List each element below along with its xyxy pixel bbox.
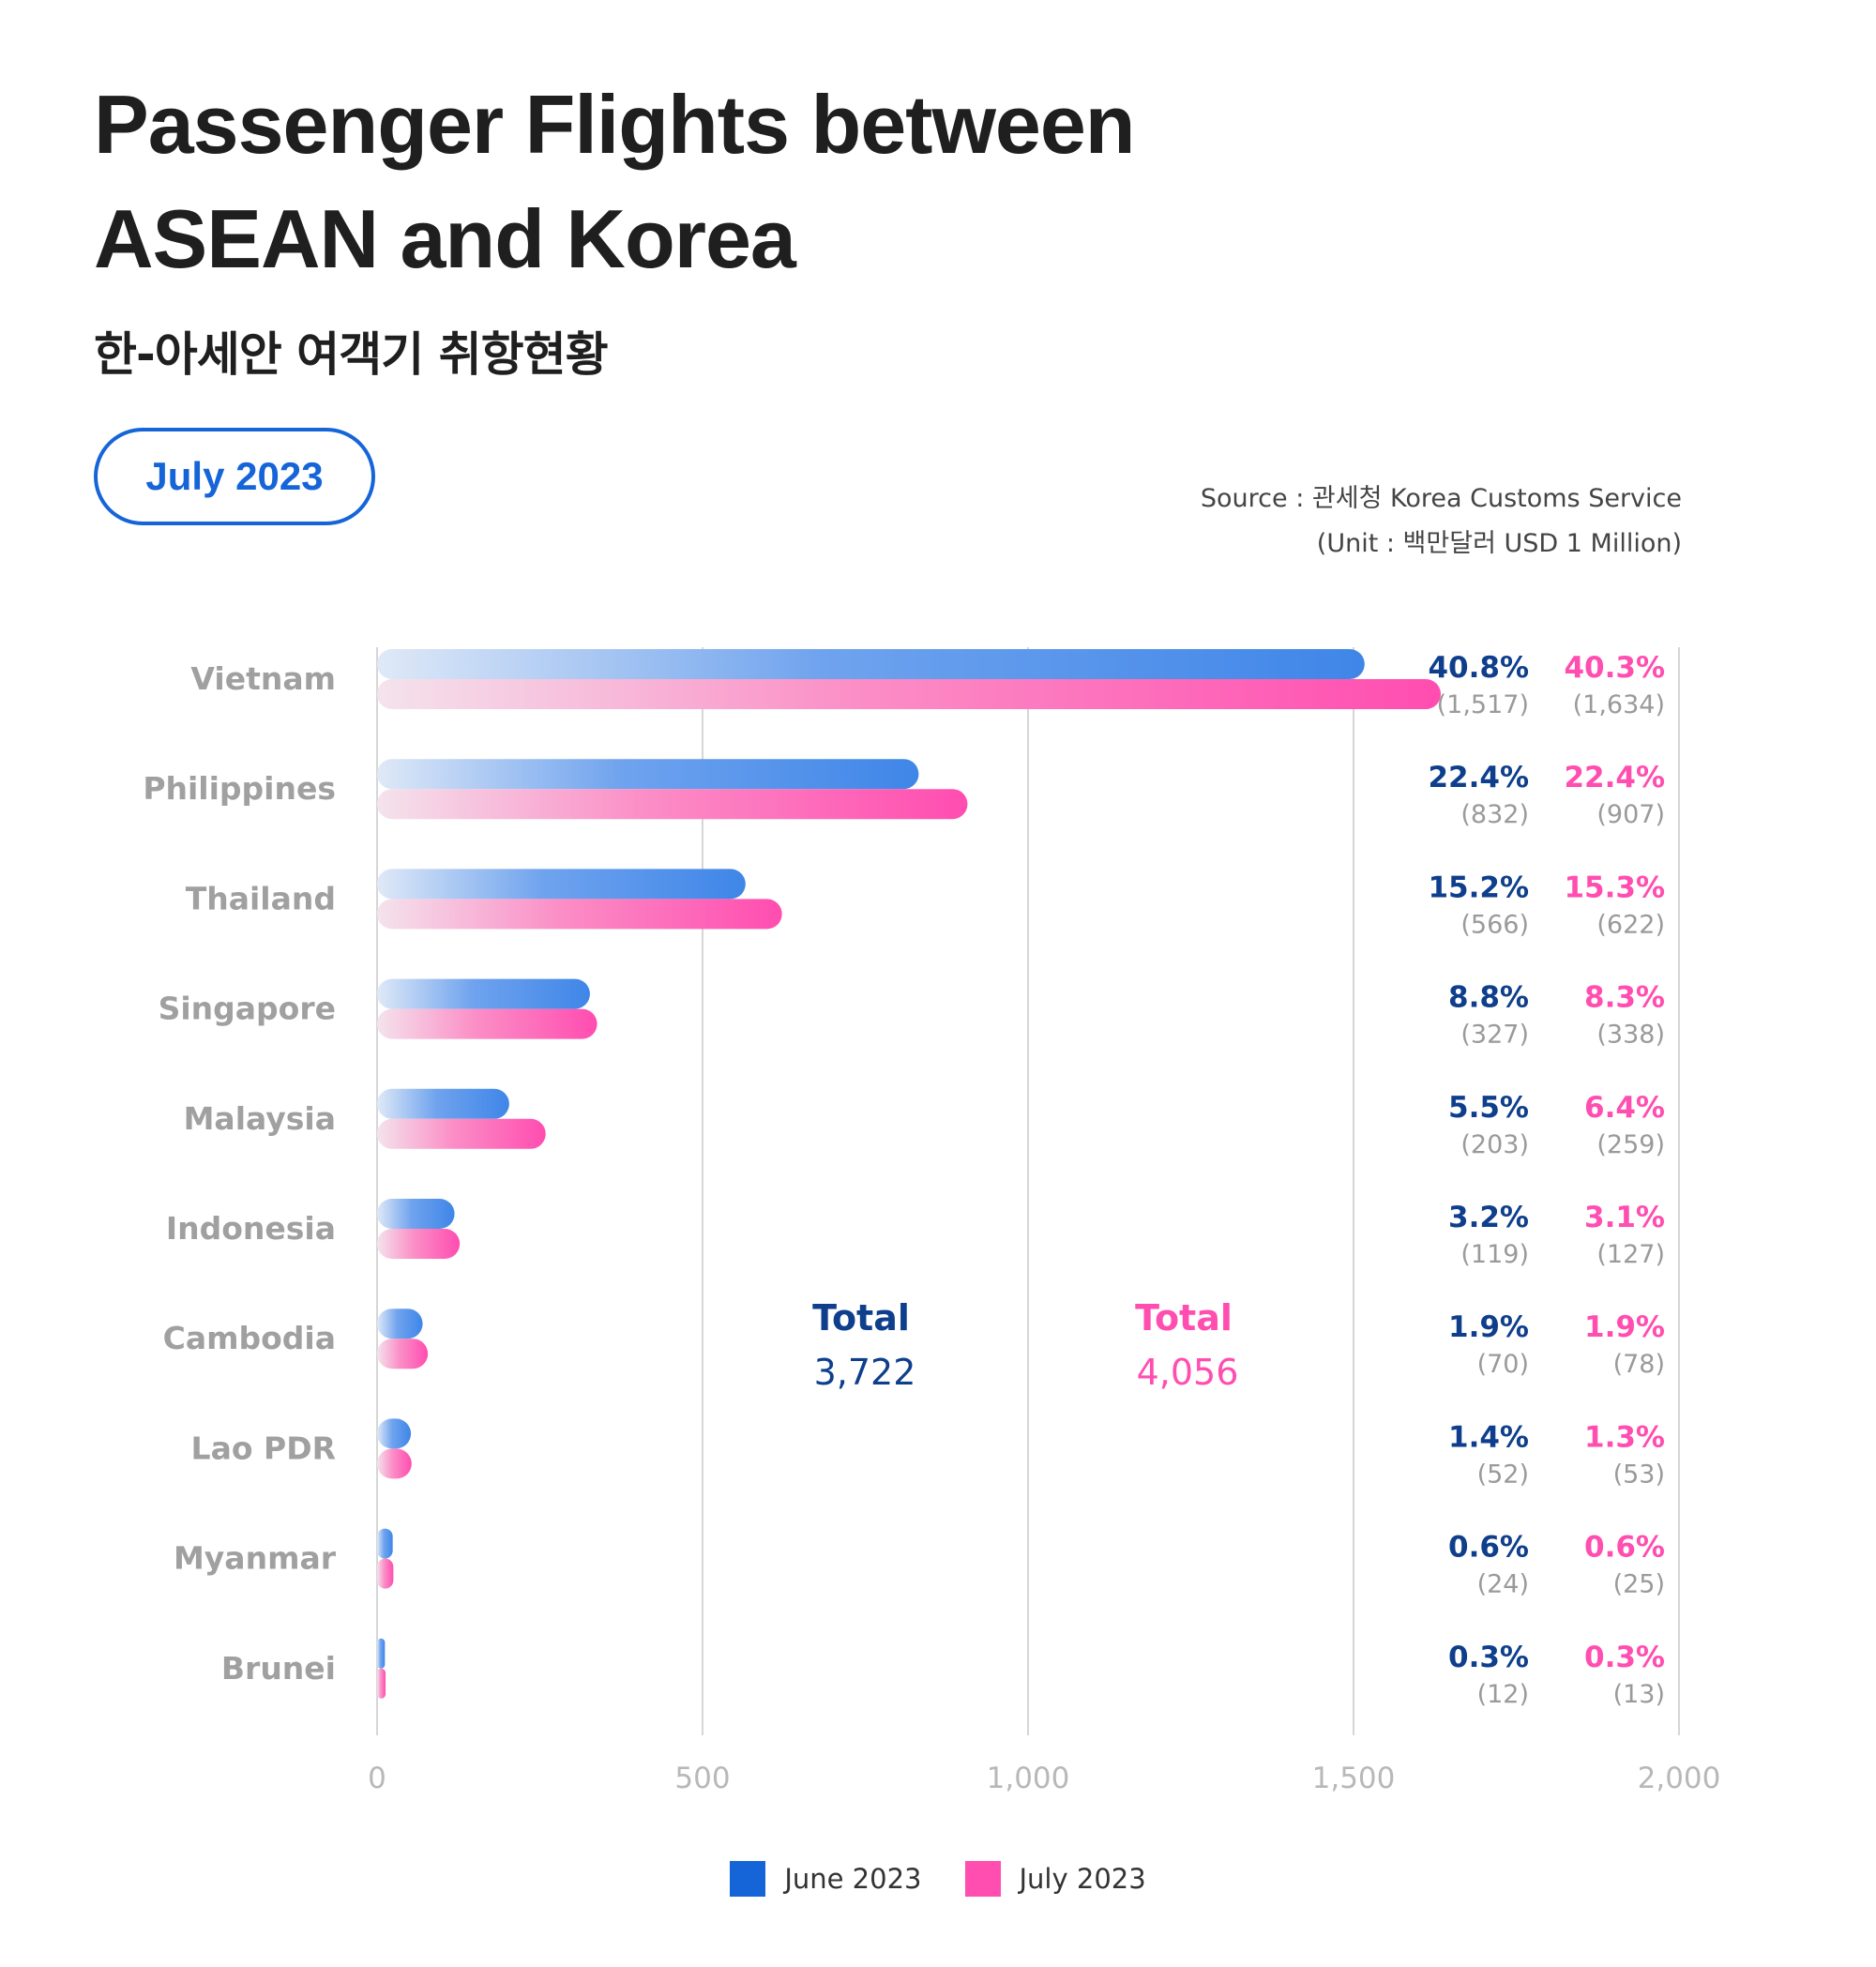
category-label: Thailand <box>186 880 336 916</box>
july-value-label: (338) <box>1596 1021 1665 1050</box>
bar-july-2023 <box>377 1339 429 1369</box>
bar-july-2023 <box>377 789 968 820</box>
july-percent-label: 0.6% <box>1584 1531 1665 1565</box>
july-percent-label: 0.3% <box>1584 1641 1665 1674</box>
category-label: Singapore <box>159 991 336 1027</box>
bar-june-2023 <box>377 978 590 1009</box>
bar-june-2023 <box>377 869 746 900</box>
bar-june-2023 <box>377 1638 386 1669</box>
july-value-label: (13) <box>1613 1680 1665 1709</box>
bar-july-2023 <box>377 1008 598 1039</box>
chart-title-line-2: ASEAN and Korea <box>94 192 796 285</box>
bar-june-2023 <box>377 1088 509 1119</box>
category-label: Brunei <box>221 1650 336 1687</box>
june-percent-label: 3.2% <box>1448 1201 1529 1234</box>
june-percent-label: 1.9% <box>1448 1310 1529 1344</box>
june-percent-label: 40.8% <box>1428 651 1529 685</box>
july-percent-label: 15.3% <box>1564 870 1665 904</box>
july-percent-label: 1.9% <box>1584 1310 1665 1344</box>
x-tick-label: 1,000 <box>987 1762 1070 1795</box>
x-tick-label: 500 <box>674 1762 730 1795</box>
source-text: Source : 관세청 Korea Customs Service <box>1200 484 1682 513</box>
legend-item-july: July 2023 <box>964 1861 1146 1897</box>
legend-swatch-july <box>964 1861 1001 1897</box>
june-percent-label: 8.8% <box>1448 981 1529 1015</box>
june-percent-label: 0.3% <box>1448 1641 1529 1674</box>
july-percent-label: 40.3% <box>1564 651 1665 685</box>
june-value-label: (327) <box>1460 1021 1529 1050</box>
july-value-label: (78) <box>1613 1350 1665 1379</box>
unit-text: (Unit : 백만달러 USD 1 Million) <box>1316 529 1682 558</box>
june-value-label: (203) <box>1460 1130 1529 1159</box>
july-percent-label: 6.4% <box>1584 1091 1665 1125</box>
june-total-heading: Total <box>812 1297 910 1339</box>
june-percent-label: 0.6% <box>1448 1531 1529 1565</box>
july-percent-label: 8.3% <box>1584 981 1665 1015</box>
july-value-label: (907) <box>1596 800 1665 829</box>
chart-title-line-1: Passenger Flights between <box>94 78 1136 171</box>
june-total-value: 3,722 <box>814 1352 916 1393</box>
june-value-label: (566) <box>1460 910 1529 939</box>
period-badge: July 2023 <box>94 428 375 525</box>
july-value-label: (622) <box>1596 910 1665 939</box>
bars <box>377 649 1441 1699</box>
july-percent-label: 22.4% <box>1564 761 1665 794</box>
june-value-label: (1,517) <box>1437 690 1529 719</box>
x-tick-label: 1,500 <box>1312 1762 1396 1795</box>
labels: 0 500 1,000 1,500 2,000 Vietnam 40.8% (1,517) 40… <box>143 651 1720 1795</box>
bar-june-2023 <box>377 1418 412 1449</box>
legend: June 2023 July 2023 <box>0 1861 1876 1897</box>
june-value-label: (70) <box>1477 1350 1529 1379</box>
bar-june-2023 <box>377 1309 423 1339</box>
july-value-label: (259) <box>1596 1130 1665 1159</box>
category-label: Malaysia <box>184 1100 336 1137</box>
x-tick-label: 0 <box>368 1762 386 1795</box>
x-tick-label: 2,000 <box>1638 1762 1721 1795</box>
category-label: Vietnam <box>190 660 336 697</box>
category-label: Philippines <box>143 770 336 807</box>
july-value-label: (53) <box>1613 1460 1665 1489</box>
june-value-label: (832) <box>1460 800 1529 829</box>
june-value-label: (119) <box>1460 1240 1529 1269</box>
july-percent-label: 1.3% <box>1584 1420 1665 1454</box>
category-label: Myanmar <box>174 1540 337 1577</box>
june-value-label: (24) <box>1477 1570 1529 1599</box>
bar-july-2023 <box>377 1558 394 1589</box>
legend-swatch-june <box>730 1861 766 1897</box>
july-total-value: 4,056 <box>1137 1352 1239 1393</box>
bar-july-2023 <box>377 1118 546 1149</box>
legend-item-june: June 2023 <box>730 1861 922 1897</box>
bar-july-2023 <box>377 1668 386 1699</box>
july-value-label: (25) <box>1613 1570 1665 1599</box>
july-total-heading: Total <box>1135 1297 1233 1339</box>
bar-july-2023 <box>377 1448 412 1479</box>
bar-july-2023 <box>377 679 1441 709</box>
july-value-label: (127) <box>1596 1240 1665 1269</box>
june-percent-label: 22.4% <box>1428 761 1529 794</box>
bar-june-2023 <box>377 1528 393 1559</box>
bar-june-2023 <box>377 649 1365 679</box>
legend-label-june: June 2023 <box>784 1863 922 1895</box>
bar-june-2023 <box>377 1199 455 1229</box>
category-label: Lao PDR <box>191 1430 336 1466</box>
category-label: Cambodia <box>163 1320 336 1356</box>
chart-subtitle: 한-아세안 여객기 취항현황 <box>94 327 609 382</box>
june-percent-label: 5.5% <box>1448 1091 1529 1125</box>
source-note: Source : 관세청 Korea Customs Service (Unit… <box>1201 477 1682 567</box>
bar-july-2023 <box>377 1229 461 1259</box>
june-value-label: (12) <box>1477 1680 1529 1709</box>
july-value-label: (1,634) <box>1573 690 1665 719</box>
bar-june-2023 <box>377 759 919 790</box>
july-percent-label: 3.1% <box>1584 1201 1665 1234</box>
bar-july-2023 <box>377 899 782 930</box>
category-label: Indonesia <box>166 1210 336 1247</box>
chart-title: Passenger Flights between ASEAN and Kore… <box>94 68 1136 296</box>
june-percent-label: 15.2% <box>1428 870 1529 904</box>
june-value-label: (52) <box>1477 1460 1529 1489</box>
legend-label-july: July 2023 <box>1019 1863 1146 1895</box>
grid-lines <box>376 647 1680 1735</box>
june-percent-label: 1.4% <box>1448 1420 1529 1454</box>
